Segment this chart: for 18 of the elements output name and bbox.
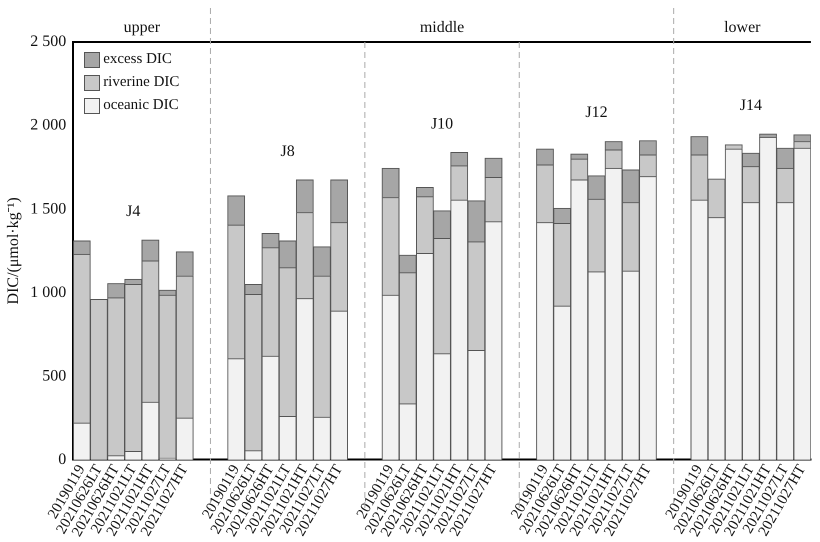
- annotation: J4: [126, 203, 140, 220]
- y-tick-label: 500: [42, 367, 66, 384]
- text: lower: [724, 19, 762, 36]
- legend-label: riverine DIC: [103, 73, 180, 92]
- legend-label: excess DIC: [103, 50, 172, 69]
- y-tick-label: 2 000: [30, 116, 66, 134]
- y-tick-label: 1 500: [30, 200, 66, 218]
- y-axis-title: DIC/(μmol·kg⁻¹): [4, 197, 22, 304]
- annotation: J14: [740, 97, 762, 114]
- annotation: J10: [430, 115, 454, 132]
- y-tick-label: 1 000: [30, 284, 66, 301]
- y-tick-label: 0: [58, 450, 66, 468]
- text: upper: [124, 19, 161, 36]
- annotation: J12: [585, 104, 608, 121]
- annotation: J8: [280, 143, 295, 160]
- y-tick-label: 2 500: [30, 33, 66, 50]
- legend-label: oceanic DIC: [103, 96, 179, 115]
- text: middle: [420, 19, 464, 36]
